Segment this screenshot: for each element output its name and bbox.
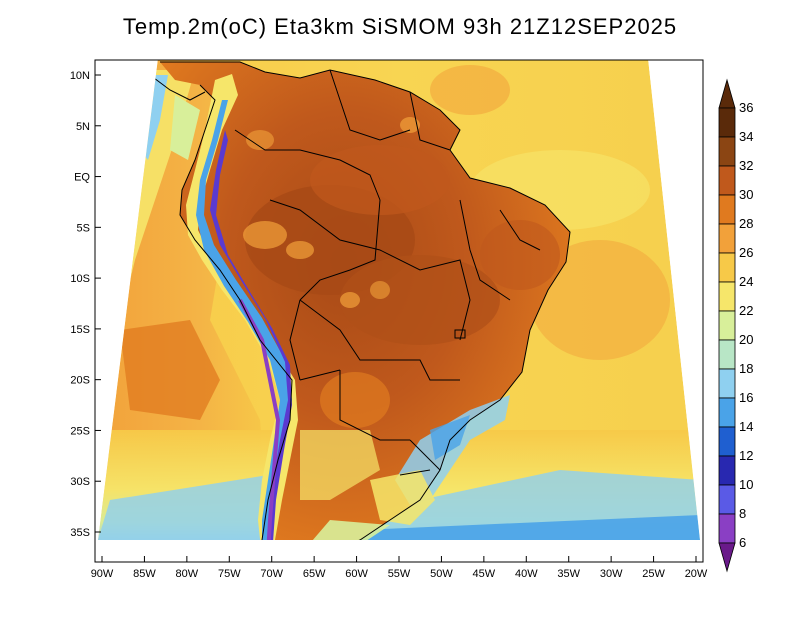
- lon-tick-label: 80W: [176, 568, 199, 580]
- colorbar-label: 28: [739, 216, 753, 231]
- lat-tick-label: 5S: [77, 222, 90, 234]
- colorbar-label: 24: [739, 274, 753, 289]
- latitude-axis: 10N 5N EQ 5S 10S 15S 20S 25S 30S 35S: [70, 70, 101, 539]
- colorbar-swatch: [718, 281, 736, 312]
- colorbar-label: 16: [739, 390, 753, 405]
- lon-tick-label: 35W: [557, 568, 580, 580]
- lon-tick-label: 25W: [642, 568, 665, 580]
- colorbar-swatch: [718, 484, 736, 515]
- colorbar-swatch: [718, 252, 736, 283]
- colorbar-label: 32: [739, 158, 753, 173]
- colorbar-label: 30: [739, 187, 753, 202]
- colorbar-label: 12: [739, 448, 753, 463]
- colorbar-swatch: [718, 194, 736, 225]
- colorbar-swatch: [718, 107, 736, 138]
- colorbar-swatch: [718, 426, 736, 457]
- colorbar-swatch: [718, 455, 736, 486]
- colorbar-label: 10: [739, 477, 753, 492]
- lon-tick-label: 20W: [685, 568, 708, 580]
- lon-tick-label: 45W: [473, 568, 496, 580]
- lon-tick-label: 30W: [600, 568, 623, 580]
- lat-tick-label: 15S: [70, 324, 90, 336]
- lat-tick-label: 5N: [76, 121, 90, 133]
- lon-tick-label: 90W: [91, 568, 114, 580]
- colorbar-swatch: [718, 223, 736, 254]
- lon-tick-label: 50W: [430, 568, 453, 580]
- lon-tick-label: 40W: [515, 568, 538, 580]
- colorbar-label: 22: [739, 303, 753, 318]
- colorbar-swatch: [718, 397, 736, 428]
- colorbar-label: 14: [739, 419, 753, 434]
- country-borders: [160, 61, 571, 540]
- temperature-field: [98, 60, 700, 540]
- lon-tick-label: 75W: [218, 568, 241, 580]
- colorbar-max-arrow: [718, 78, 736, 109]
- lat-tick-label: 10N: [70, 70, 90, 82]
- colorbar-label: 26: [739, 245, 753, 260]
- lon-tick-label: 85W: [133, 568, 156, 580]
- lat-tick-label: 25S: [70, 425, 90, 437]
- colorbar-swatch: [718, 136, 736, 167]
- lat-tick-label: 35S: [70, 527, 90, 539]
- colorbar-label: 20: [739, 332, 753, 347]
- colorbar-label: 34: [739, 129, 753, 144]
- colorbar-swatch: [718, 310, 736, 341]
- colorbar-min-arrow: [718, 542, 736, 573]
- lat-tick-label: 20S: [70, 375, 90, 387]
- lon-tick-label: 55W: [388, 568, 411, 580]
- colorbar-swatch: [718, 339, 736, 370]
- longitude-axis: 90W 85W 80W 75W 70W 65W 60W 55W 50W 45W 40W 35W 30W 2…: [91, 556, 708, 580]
- lat-tick-label: 30S: [70, 476, 90, 488]
- colorbar-swatch: [718, 165, 736, 196]
- lat-tick-label: 10S: [70, 273, 90, 285]
- lon-tick-label: 65W: [303, 568, 326, 580]
- colorbar-label: 18: [739, 361, 753, 376]
- lon-tick-label: 60W: [345, 568, 368, 580]
- map-title: Temp.2m(oC) Eta3km SiSMOM 93h 21Z12SEP20…: [122, 14, 678, 39]
- colorbar: 36 34 32 30 28 26 24 22 20 18 16 14 12 10 8 6: [718, 78, 753, 573]
- colorbar-label: 8: [739, 506, 746, 521]
- colorbar-label: 6: [739, 535, 746, 550]
- colorbar-swatch: [718, 368, 736, 399]
- lat-tick-label: EQ: [74, 172, 90, 184]
- lon-tick-label: 70W: [260, 568, 283, 580]
- colorbar-label: 36: [739, 100, 753, 115]
- colorbar-swatch: [718, 513, 736, 544]
